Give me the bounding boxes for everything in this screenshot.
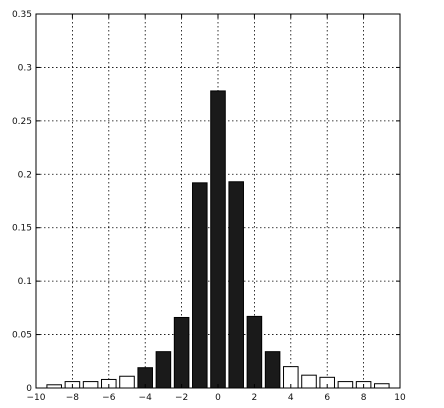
x-tick-label: −4 — [139, 393, 153, 403]
bar-14 — [301, 374, 317, 389]
bar-6 — [155, 351, 172, 389]
bars — [46, 90, 390, 389]
x-tick-label: −10 — [27, 393, 46, 403]
x-tick-label: 6 — [324, 393, 330, 403]
x-tick-labels: −10 −8 −6 −4 −2 0 2 4 6 8 10 — [27, 393, 406, 403]
y-tick-label: 0.1 — [18, 277, 32, 287]
bar-4 — [119, 375, 135, 389]
bar-12 — [264, 351, 281, 389]
y-tick-label: 0 — [26, 384, 32, 394]
y-tick-label: 0.2 — [18, 170, 32, 180]
x-tick-label: 4 — [288, 393, 294, 403]
x-tick-label: 0 — [215, 393, 221, 403]
bar-11 — [246, 315, 263, 389]
y-tick-label: 0.25 — [12, 117, 32, 127]
x-tick-label: −6 — [102, 393, 116, 403]
y-tick-labels: 0 0.05 0.1 0.15 0.2 0.25 0.3 0.35 — [12, 10, 32, 394]
bar-18 — [374, 383, 390, 389]
bar-16 — [337, 381, 354, 389]
bar-2 — [82, 381, 99, 389]
y-tick-label: 0.3 — [18, 63, 32, 73]
x-tick-label: −8 — [66, 393, 80, 403]
bar-9 — [210, 90, 226, 389]
bar-8 — [192, 182, 208, 389]
y-tick-label: 0.35 — [12, 10, 32, 20]
x-tick-label: 8 — [361, 393, 367, 403]
y-tick-label: 0.05 — [12, 331, 32, 341]
grid-lines — [36, 14, 400, 388]
x-tick-label: −2 — [175, 393, 188, 403]
x-tick-label: 2 — [252, 393, 258, 403]
y-tick-label: 0.15 — [12, 224, 32, 234]
tick-marks — [35, 13, 401, 389]
bar-10 — [228, 181, 244, 389]
x-tick-label: 10 — [394, 393, 406, 403]
bar-7 — [173, 316, 190, 389]
